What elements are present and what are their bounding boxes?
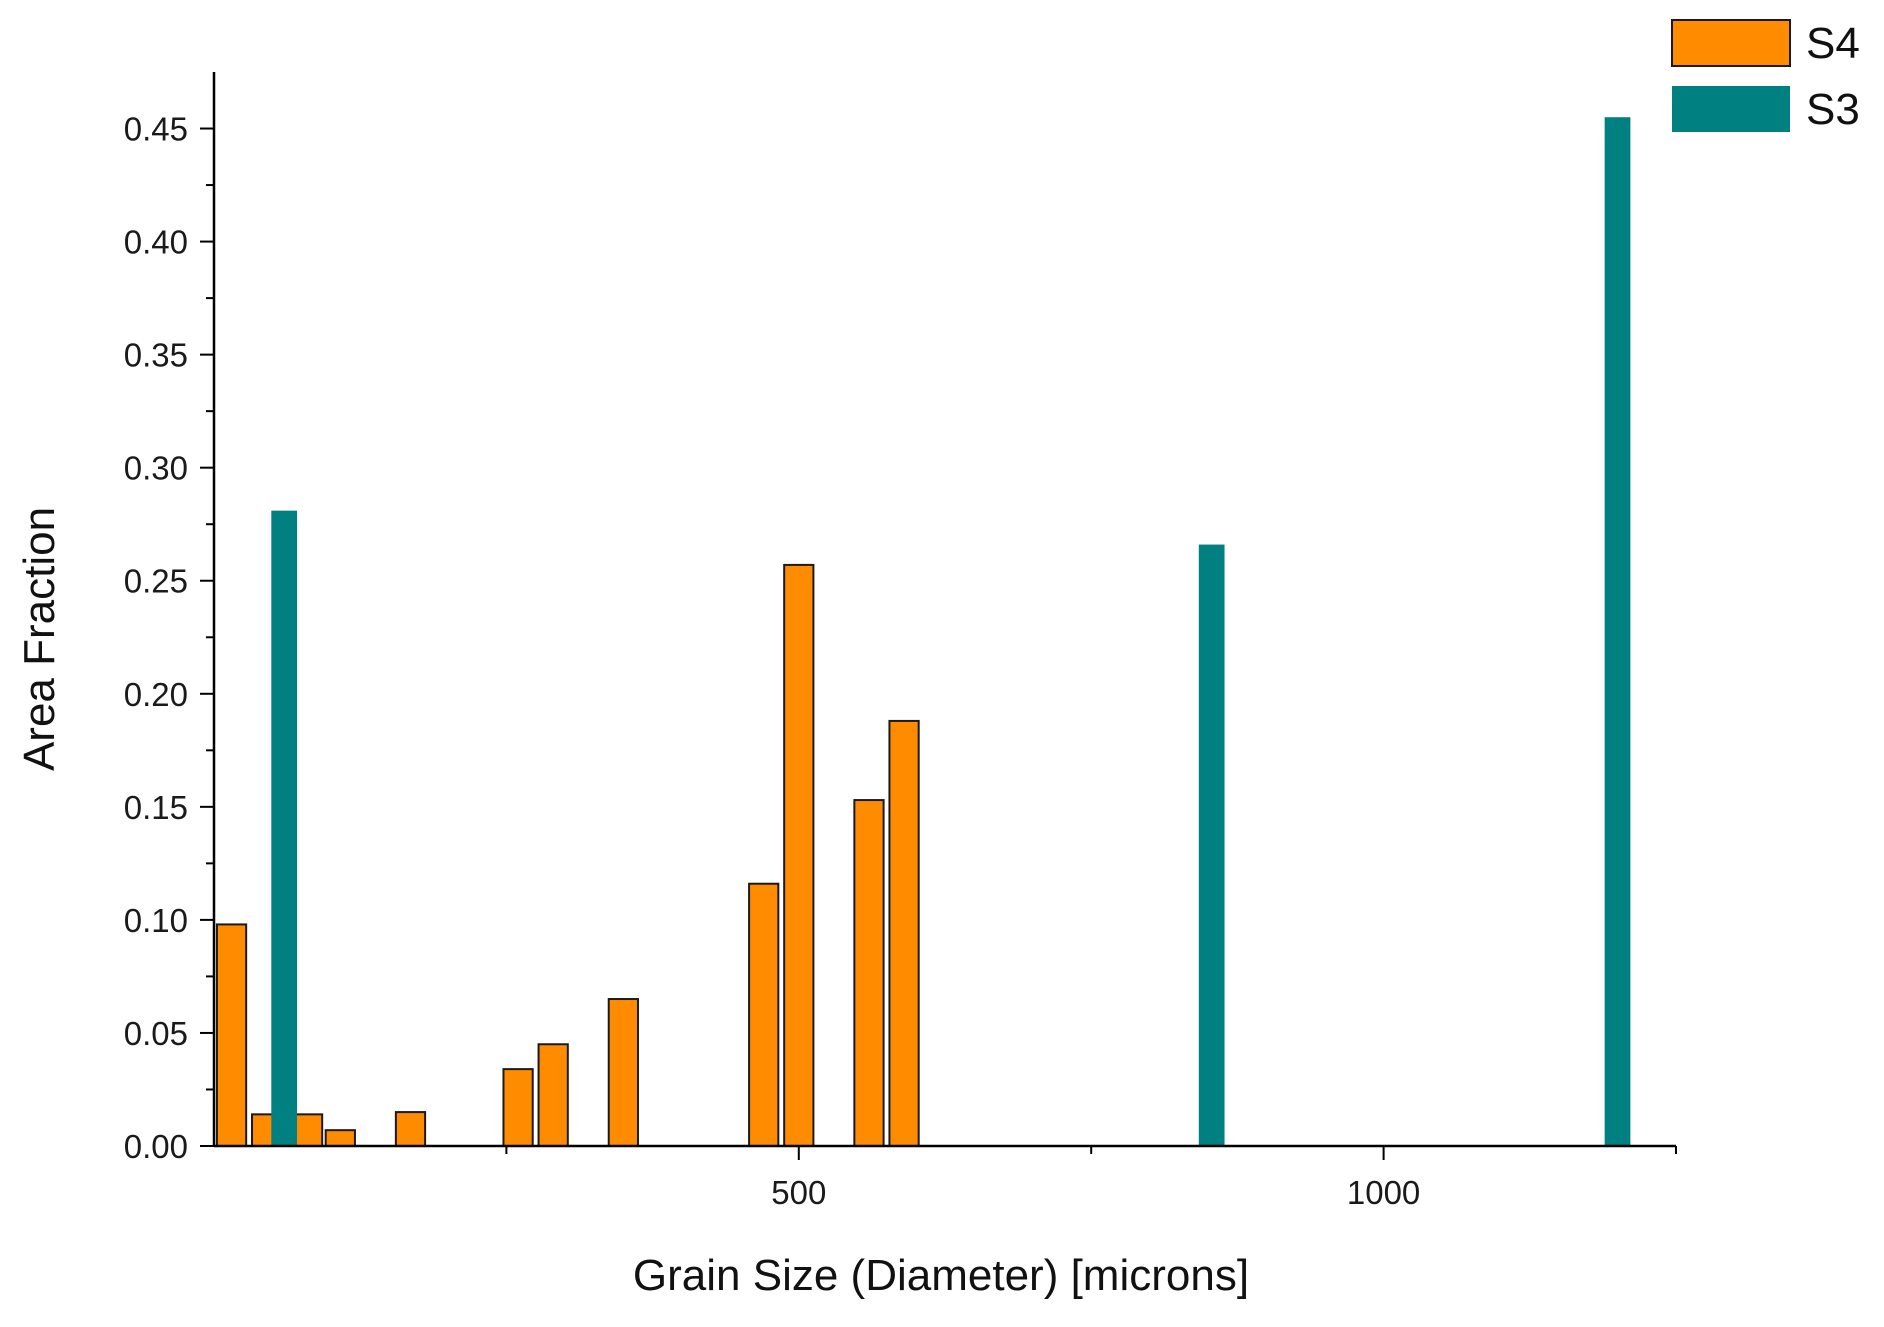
bar-s4-11 xyxy=(888,719,920,1147)
y-axis-ticks: 0.00 0.05 0.10 0.15 0.20 0.25 0.30 0.35 0.40 0.45 xyxy=(124,111,214,1165)
bar-s3-1 xyxy=(1198,544,1225,1146)
bar-s4-3 xyxy=(324,1129,356,1147)
legend-swatch-s4 xyxy=(1671,19,1791,67)
legend-swatch-s3 xyxy=(1672,86,1790,132)
legend: S4 S3 xyxy=(1671,19,1860,134)
bar-s3-0 xyxy=(271,510,298,1147)
y-tick-label: 0.30 xyxy=(124,450,188,487)
x-tick-label: 1000 xyxy=(1347,1174,1420,1211)
x-axis-ticks: 500 1000 xyxy=(505,1146,1677,1211)
y-axis-title: Area Fraction xyxy=(15,507,64,771)
y-tick-label: 0.15 xyxy=(124,789,188,826)
legend-label-s4: S4 xyxy=(1806,19,1860,68)
bar-s4-8 xyxy=(748,882,780,1147)
bar-s4-5 xyxy=(502,1068,534,1148)
y-tick-label: 0.00 xyxy=(124,1128,188,1165)
y-tick-label: 0.40 xyxy=(124,224,188,261)
plot-bars xyxy=(215,117,1631,1148)
bar-s4-4 xyxy=(394,1111,427,1148)
x-tick-label: 500 xyxy=(771,1174,826,1211)
y-tick-label: 0.05 xyxy=(124,1015,188,1052)
legend-label-s3: S3 xyxy=(1806,85,1860,134)
y-tick-label: 0.45 xyxy=(124,111,188,148)
bar-s4-2 xyxy=(291,1113,324,1147)
bar-s4-7 xyxy=(607,998,639,1147)
y-tick-label: 0.20 xyxy=(124,676,188,713)
y-tick-label: 0.10 xyxy=(124,902,188,939)
bar-s4-6 xyxy=(537,1043,569,1148)
bar-s4-0 xyxy=(215,923,248,1148)
x-axis-title: Grain Size (Diameter) [microns] xyxy=(633,1251,1249,1300)
bar-s4-9 xyxy=(783,563,815,1147)
bar-s3-2 xyxy=(1604,117,1631,1146)
bar-s4-10 xyxy=(853,799,885,1147)
y-tick-label: 0.35 xyxy=(124,337,188,374)
axes xyxy=(212,72,1676,1148)
y-tick-label: 0.25 xyxy=(124,563,188,600)
